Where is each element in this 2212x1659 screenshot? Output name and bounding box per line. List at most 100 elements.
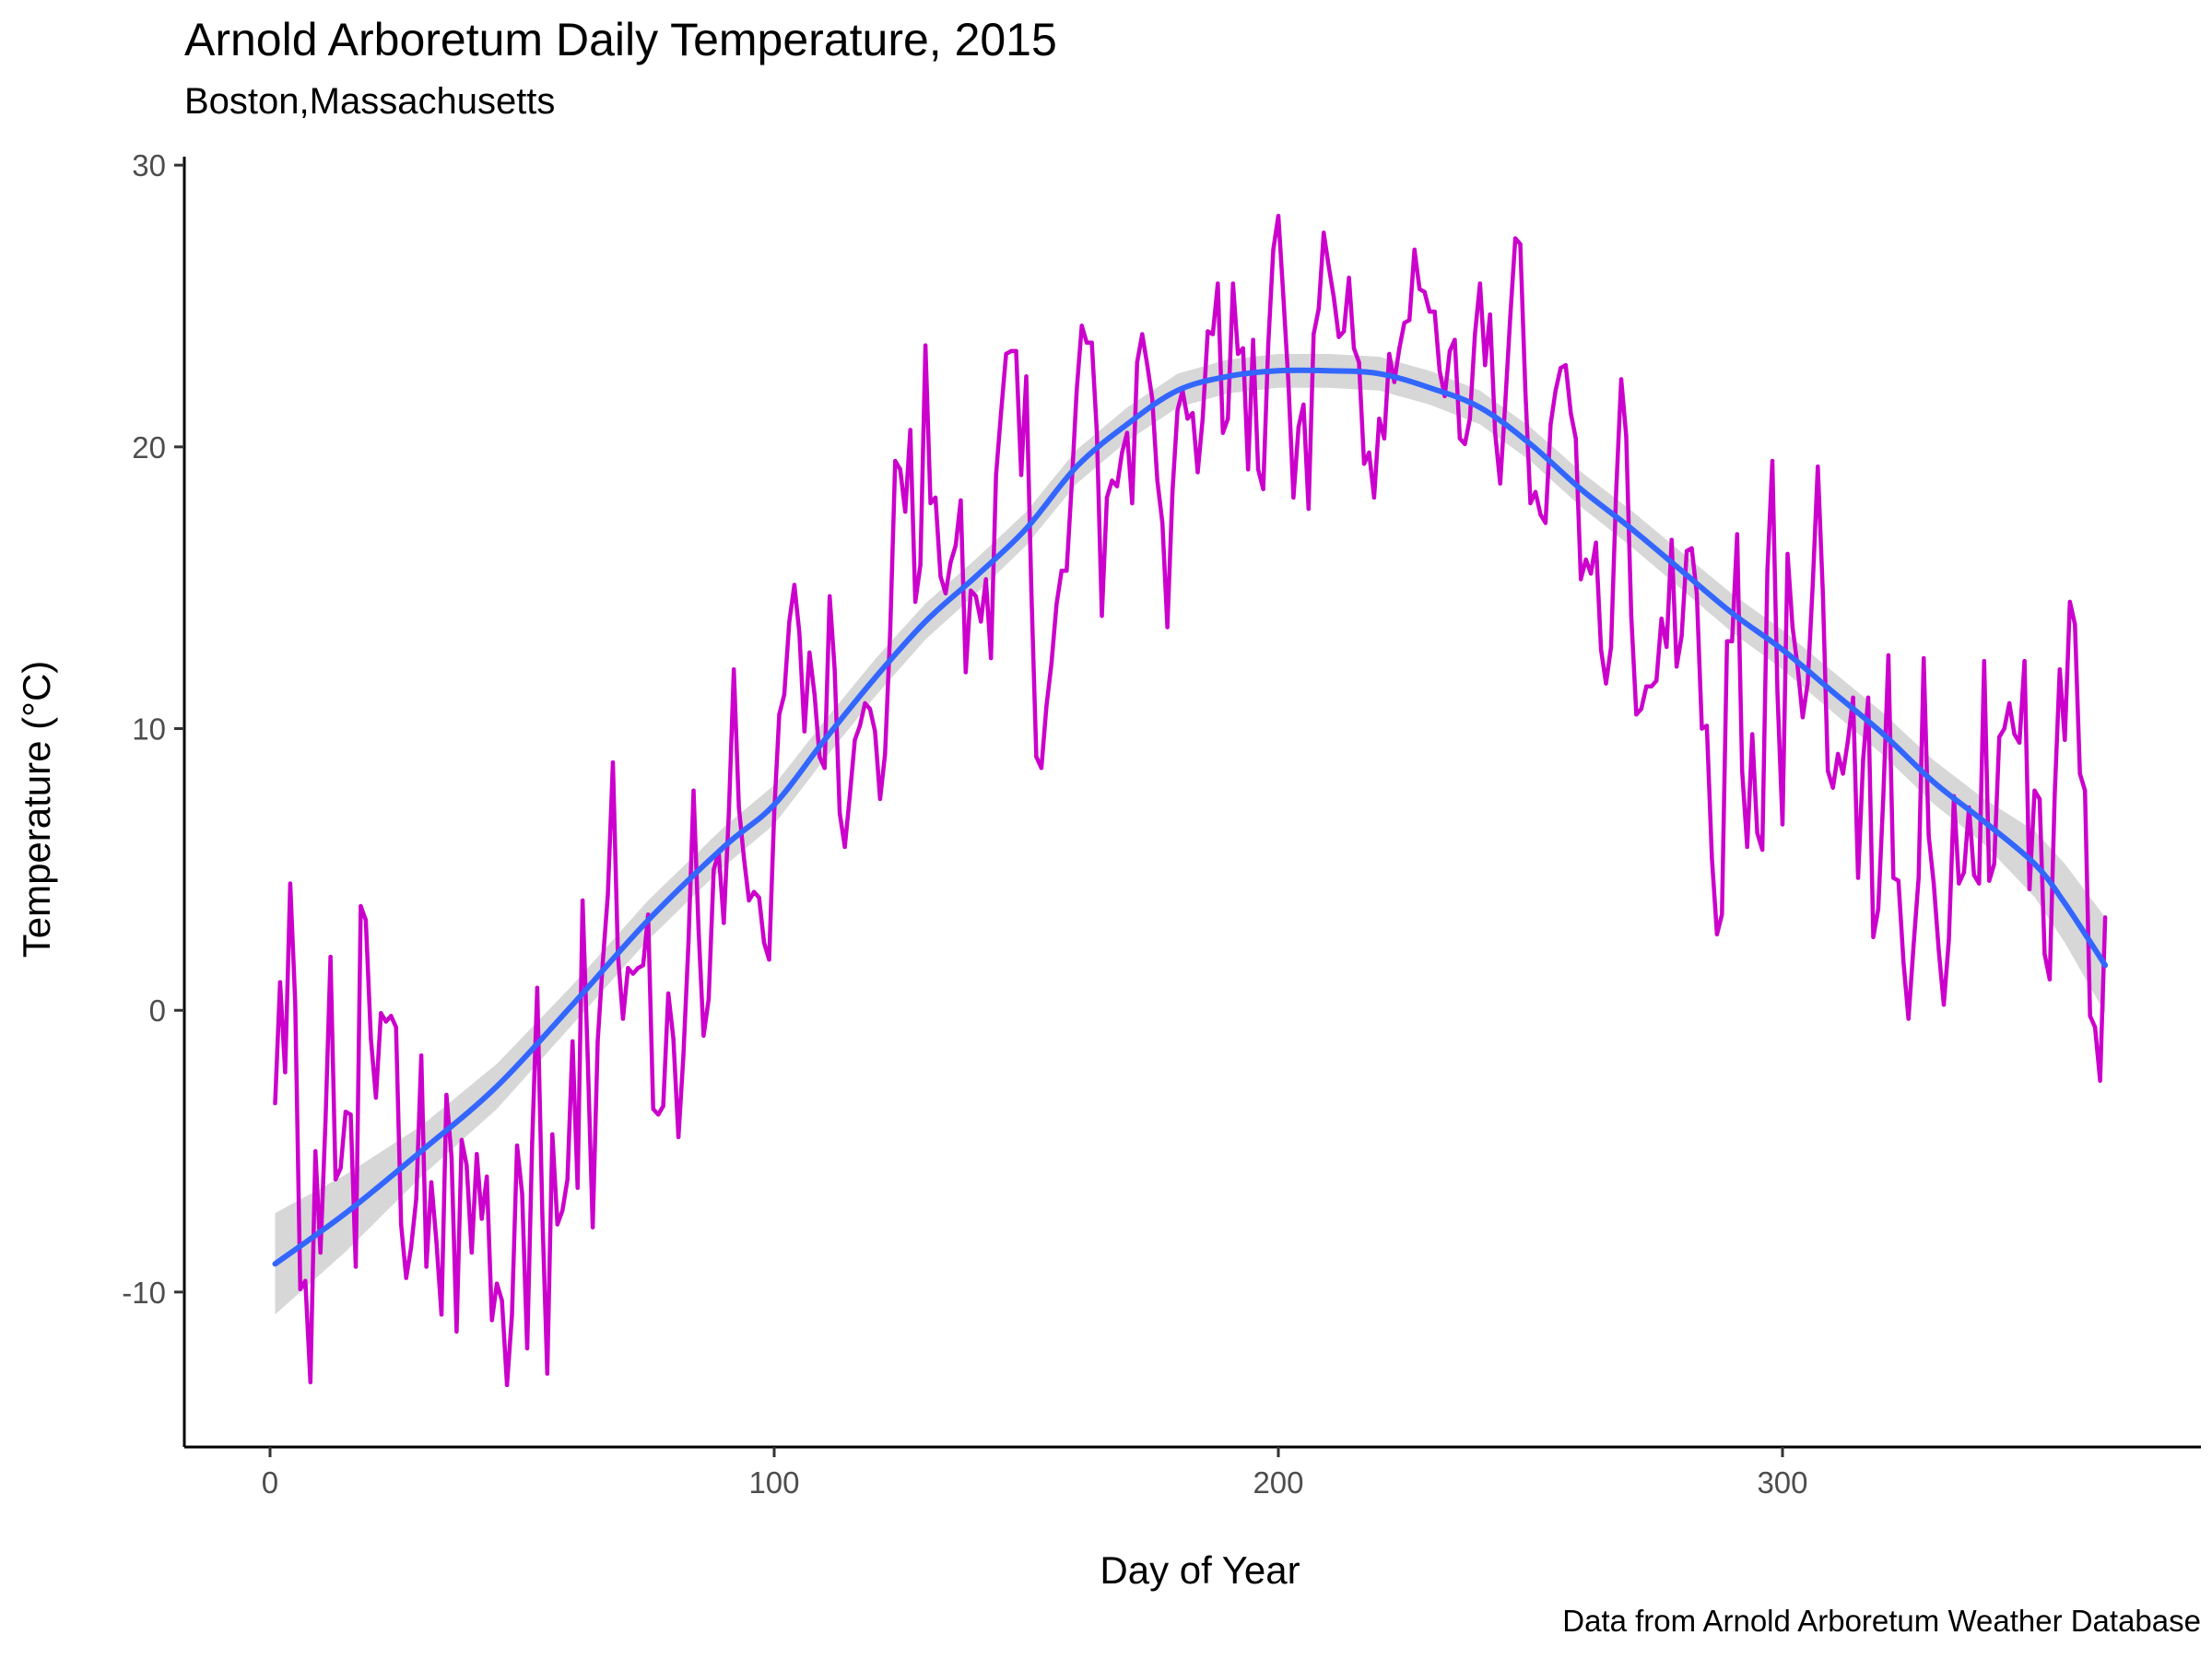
data-point [1724, 639, 1730, 643]
data-point [1689, 546, 1694, 551]
data-point [520, 1191, 524, 1196]
data-point [1341, 329, 1347, 334]
data-point [1347, 276, 1351, 280]
data-point [1865, 695, 1871, 700]
data-point [893, 458, 898, 464]
data-point [2053, 791, 2057, 795]
data-point [595, 1039, 600, 1044]
data-point [787, 619, 792, 624]
data-point [777, 712, 782, 717]
data-point [1008, 348, 1014, 354]
data-point [1094, 430, 1100, 435]
data-point [1765, 569, 1770, 573]
data-point [324, 1118, 328, 1123]
data-point [1720, 912, 1724, 917]
data-point [1039, 766, 1044, 771]
data-point [747, 898, 751, 903]
data-point [408, 1244, 414, 1250]
data-point [665, 991, 671, 996]
data-point [1291, 495, 1296, 500]
data-point [1185, 417, 1190, 421]
data-point [277, 980, 283, 984]
data-point [1246, 467, 1251, 472]
data-point [530, 1140, 535, 1146]
data-point [328, 954, 333, 959]
data-point [1361, 462, 1367, 466]
data-point [1674, 665, 1679, 669]
data-point [1594, 540, 1598, 545]
data-point [641, 963, 645, 968]
data-point [524, 1346, 530, 1351]
data-point [369, 1036, 373, 1041]
data-point [736, 805, 741, 810]
data-point [1971, 873, 1976, 877]
data-point [1896, 878, 1900, 883]
data-point [1265, 343, 1271, 347]
data-point [1977, 881, 1982, 886]
y-tick-label: -10 [122, 1276, 166, 1310]
data-point [348, 1112, 353, 1117]
data-point [1140, 332, 1145, 336]
data-point [1367, 450, 1371, 455]
data-point [1130, 500, 1135, 506]
data-point [2098, 1078, 2102, 1083]
data-point [1402, 321, 1406, 325]
data-point [963, 670, 969, 675]
data-point [938, 574, 943, 579]
data-point [1780, 822, 1785, 827]
data-point [1679, 633, 1684, 638]
data-point [283, 1070, 288, 1075]
data-point [651, 1107, 655, 1112]
data-point [1427, 309, 1432, 314]
data-point [1281, 295, 1286, 300]
data-point [1049, 662, 1054, 666]
data-point [1947, 937, 1951, 942]
data-point [1841, 771, 1845, 776]
data-point [550, 1132, 555, 1136]
data-point [1336, 335, 1341, 339]
data-point [1377, 417, 1382, 421]
data-point [606, 892, 610, 898]
data-point [1665, 644, 1669, 650]
data-point [459, 1137, 465, 1143]
data-point [686, 940, 691, 945]
data-point [837, 811, 842, 816]
data-point [585, 1053, 590, 1058]
data-point [1200, 417, 1206, 421]
data-point [1523, 388, 1528, 393]
data-point [1004, 351, 1008, 357]
data-point [1044, 703, 1049, 709]
data-point [1296, 425, 1301, 429]
data-point [1583, 557, 1588, 562]
data-point [610, 760, 616, 765]
data-point [1982, 659, 1986, 664]
data-point [1498, 481, 1502, 486]
data-point [1463, 441, 1467, 446]
data-point [1604, 681, 1608, 686]
data-point [1351, 346, 1357, 351]
data-point [1018, 473, 1024, 477]
data-point [2063, 737, 2067, 742]
data-point [696, 926, 701, 931]
data-point [500, 1298, 504, 1303]
data-point [434, 1239, 439, 1244]
data-point [1634, 712, 1639, 717]
y-tick-label: 20 [132, 430, 166, 465]
data-point [1483, 363, 1488, 368]
data-point [832, 667, 837, 672]
data-point [373, 1095, 379, 1100]
data-point [1255, 467, 1261, 472]
data-point [1477, 281, 1483, 286]
data-point [1412, 247, 1417, 253]
data-point [712, 867, 716, 872]
data-point [1170, 489, 1175, 494]
data-point [1639, 706, 1644, 712]
data-point [1493, 430, 1498, 435]
data-point [1488, 312, 1492, 317]
data-point [807, 650, 812, 655]
data-point [853, 737, 857, 742]
data-point [479, 1217, 484, 1221]
data-point [943, 591, 948, 595]
data-point [333, 1177, 338, 1182]
data-point [1992, 862, 1996, 866]
